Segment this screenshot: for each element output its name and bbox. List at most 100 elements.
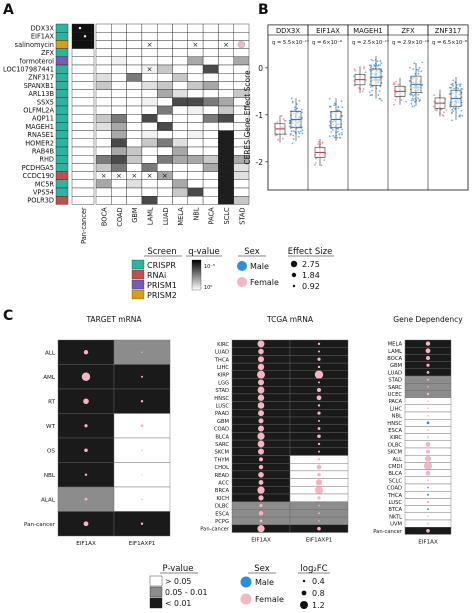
data-point <box>340 131 343 134</box>
gene-label: POLR3D <box>27 197 54 205</box>
cross-mark: × <box>193 41 199 49</box>
heatmap-cell <box>218 113 234 123</box>
heatmap-cell <box>156 105 173 115</box>
heatmap-cell <box>172 171 189 181</box>
heatmap-cell <box>172 163 189 172</box>
heatmap-cell <box>126 81 143 90</box>
data-point <box>293 130 296 133</box>
data-point <box>296 107 299 110</box>
data-point <box>410 102 413 105</box>
data-point <box>405 100 408 103</box>
heatmap-cell <box>126 146 143 156</box>
data-point <box>380 99 383 102</box>
panel-label-a: A <box>3 2 14 18</box>
row-label: BRCA <box>215 488 230 494</box>
heatmap-cell <box>218 179 234 189</box>
heatmap-cell <box>218 32 234 41</box>
heatmap-cell <box>187 122 204 131</box>
q-value-text: q = 6×10⁻⁹ <box>312 40 342 46</box>
fc-dot <box>427 515 429 518</box>
fc-dot <box>83 521 89 527</box>
sex-legend-label: Male <box>255 578 274 587</box>
data-point <box>297 130 300 133</box>
heatmap-cell <box>233 171 250 181</box>
row-label: KIRP <box>217 373 229 379</box>
fc-dot <box>318 512 320 515</box>
heatmap-cell <box>218 105 234 115</box>
row-label: DLBC <box>388 442 402 448</box>
row-label: LIHC <box>217 365 229 371</box>
data-point <box>301 111 303 114</box>
fc-dot <box>84 424 88 428</box>
gene-label: ZFX <box>41 49 54 57</box>
screen-swatch <box>131 279 145 290</box>
fc-dot <box>318 450 320 453</box>
row-label: RT <box>48 399 55 405</box>
gene-label: RHD <box>39 156 54 164</box>
data-point <box>290 130 293 133</box>
heatmap-cell <box>126 64 143 74</box>
fc-dot <box>426 371 430 374</box>
screen-color-cell <box>55 105 69 115</box>
screen-color-cell <box>55 89 69 98</box>
data-point <box>290 133 292 135</box>
data-point <box>352 75 355 77</box>
row-label: ALL <box>45 350 56 356</box>
effect-dot <box>237 40 246 49</box>
fc-dot <box>314 370 324 379</box>
heatmap-cell <box>202 40 219 49</box>
row-label: NBL <box>392 414 402 420</box>
row-label: GBM <box>217 419 229 425</box>
fc-dot <box>425 348 431 354</box>
fc-dot <box>140 522 144 525</box>
heatmap-cell <box>187 163 204 172</box>
data-point <box>320 164 323 167</box>
fc-dot <box>427 436 429 439</box>
heatmap-cell <box>111 138 127 148</box>
heatmap-cell <box>95 23 112 33</box>
screen-color-cell <box>55 138 69 148</box>
pan-cancer-cell <box>71 81 95 90</box>
row-label: PAAD <box>215 411 229 417</box>
fc-size-swatch <box>302 579 306 583</box>
heatmap-cell <box>111 81 127 90</box>
heatmap-cell <box>187 23 204 33</box>
pan-cancer-cell <box>71 179 95 189</box>
fc-dot <box>426 529 430 533</box>
data-point <box>330 127 333 130</box>
screen-color-cell <box>55 122 69 131</box>
q-value-text: q = 2.9×10⁻¹⁰ <box>392 40 429 46</box>
heatmap-cell <box>126 163 143 172</box>
fc-dot <box>141 351 143 353</box>
effect-dot <box>83 35 87 38</box>
row-label: CHOL <box>215 465 230 471</box>
screen-color-cell <box>55 23 69 33</box>
heatmap-cell <box>187 113 204 123</box>
fc-dot <box>258 448 264 455</box>
q-value-text: q = 6.5×10⁻⁸ <box>432 40 467 46</box>
facet-title: MAGEH1 <box>353 27 382 35</box>
data-point <box>421 83 424 86</box>
screen-color-cell <box>55 130 69 140</box>
row-label: GBM <box>390 363 402 369</box>
pan-cancer-cell <box>71 171 95 181</box>
screen-color-cell <box>55 146 69 156</box>
facet-title: DDX3X <box>276 27 300 35</box>
heatmap-cell <box>202 105 219 115</box>
data-point <box>370 86 372 88</box>
heatmap-cell <box>141 81 158 90</box>
screen-color-cell <box>55 64 69 74</box>
row-label: ALAL <box>41 497 56 503</box>
data-point <box>412 68 415 70</box>
data-point <box>371 93 373 96</box>
data-point <box>282 118 285 120</box>
fc-dot <box>258 480 264 485</box>
heatmap-cell <box>141 105 158 115</box>
data-point <box>457 87 459 90</box>
row-label: COAD <box>214 427 229 433</box>
data-point <box>417 70 420 73</box>
data-point <box>454 108 456 111</box>
row-label: WT <box>46 424 56 430</box>
heatmap-cell <box>218 56 234 66</box>
heatmap-cell <box>126 122 143 131</box>
